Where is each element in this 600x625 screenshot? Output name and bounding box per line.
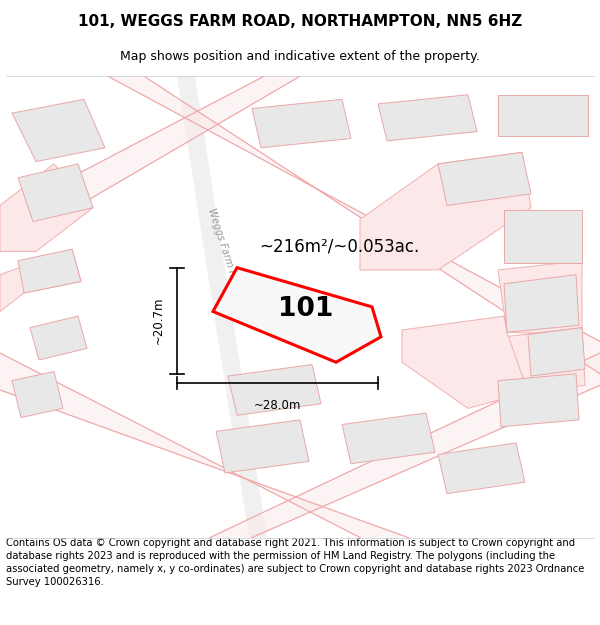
Polygon shape [213, 268, 381, 362]
Polygon shape [108, 76, 600, 374]
Polygon shape [0, 353, 408, 538]
Polygon shape [216, 420, 309, 473]
Polygon shape [228, 364, 321, 415]
Text: Contains OS data © Crown copyright and database right 2021. This information is : Contains OS data © Crown copyright and d… [6, 538, 584, 587]
Polygon shape [504, 328, 585, 392]
Text: ~20.7m: ~20.7m [152, 297, 165, 344]
Polygon shape [210, 353, 600, 538]
Polygon shape [378, 95, 477, 141]
Text: ~28.0m: ~28.0m [254, 399, 301, 412]
Polygon shape [0, 76, 300, 251]
Text: 101: 101 [278, 296, 334, 322]
Polygon shape [504, 210, 582, 263]
Text: Weggs Farm Road: Weggs Farm Road [206, 208, 244, 296]
Polygon shape [252, 99, 351, 148]
Polygon shape [498, 374, 579, 427]
Polygon shape [504, 274, 579, 332]
Text: ~216m²/~0.053ac.: ~216m²/~0.053ac. [259, 238, 419, 256]
Polygon shape [342, 413, 435, 464]
Polygon shape [438, 152, 531, 206]
Polygon shape [18, 249, 81, 293]
Text: 101, WEGGS FARM ROAD, NORTHAMPTON, NN5 6HZ: 101, WEGGS FARM ROAD, NORTHAMPTON, NN5 6… [78, 14, 522, 29]
Polygon shape [177, 76, 267, 538]
Polygon shape [18, 164, 93, 221]
Polygon shape [0, 164, 93, 251]
Polygon shape [438, 443, 525, 494]
Polygon shape [498, 95, 588, 136]
Polygon shape [0, 249, 81, 311]
Polygon shape [402, 316, 528, 408]
Polygon shape [12, 99, 105, 162]
Polygon shape [30, 316, 87, 360]
Polygon shape [360, 152, 531, 270]
Polygon shape [12, 371, 63, 418]
Polygon shape [498, 261, 582, 334]
Polygon shape [528, 328, 585, 376]
Text: Map shows position and indicative extent of the property.: Map shows position and indicative extent… [120, 50, 480, 63]
